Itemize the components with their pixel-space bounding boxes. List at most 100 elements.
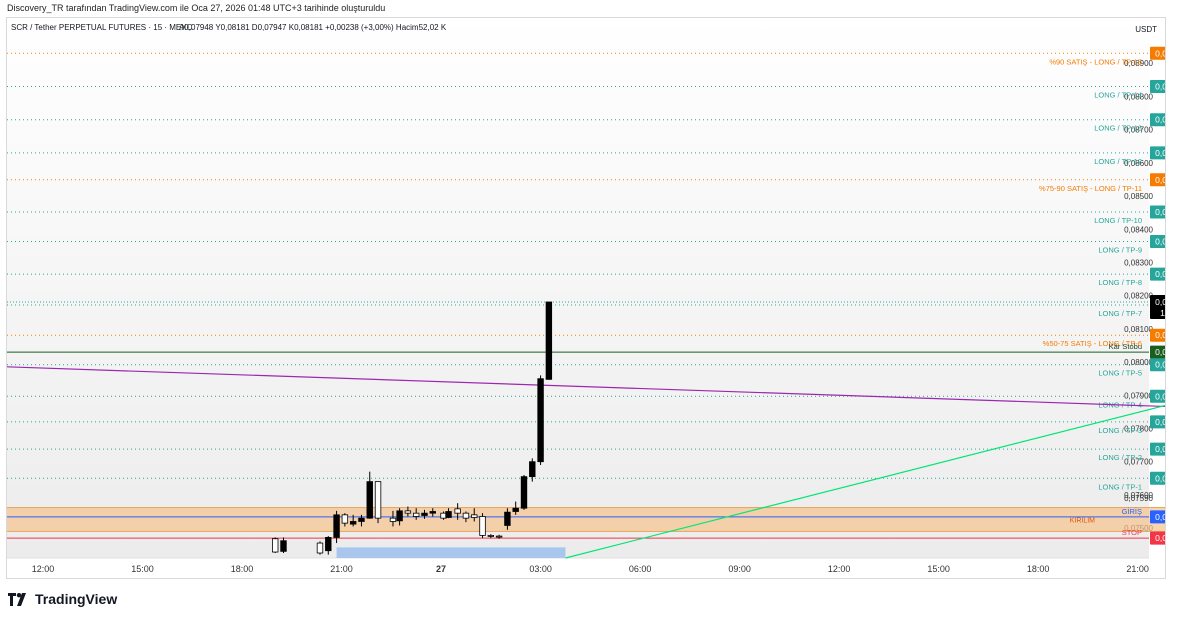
candle[interactable]	[358, 517, 365, 522]
price-badge-text: 0,07992	[1155, 360, 1165, 370]
candle[interactable]	[366, 481, 373, 519]
candle[interactable]	[374, 481, 382, 519]
price-badge-text: 0,08630	[1155, 148, 1165, 158]
y-tick-label: 0,08200	[1124, 292, 1153, 301]
price-badge-text: 0,07470	[1155, 533, 1165, 543]
candle[interactable]	[537, 378, 544, 463]
price-badge-text: 0,07534	[1155, 512, 1165, 522]
price-badge-text: 0,07650	[1155, 473, 1165, 483]
candle[interactable]	[520, 476, 528, 509]
price-badge-text: 0,08030	[1155, 347, 1165, 357]
candle[interactable]	[504, 511, 511, 526]
current-price-text: 0,08181	[1155, 297, 1165, 307]
candle[interactable]	[396, 510, 403, 522]
candle[interactable]	[404, 510, 412, 514]
tradingview-logo[interactable]: TradingView	[8, 591, 117, 607]
x-tick-label: 15:00	[131, 564, 154, 574]
candle[interactable]	[349, 521, 357, 525]
candle[interactable]	[412, 512, 420, 517]
candle[interactable]	[487, 535, 495, 537]
level-label: GİRİŞ	[1122, 507, 1142, 516]
level-label: %90 SATIŞ - LONG / TP-15	[1049, 57, 1142, 66]
candle[interactable]	[545, 301, 553, 380]
price-badge-text: 0,08452	[1155, 207, 1165, 217]
x-tick-label: 06:00	[629, 564, 652, 574]
price-badge	[1150, 345, 1165, 359]
price-badge	[1150, 358, 1165, 372]
price-badge	[1150, 46, 1165, 60]
y-tick-label: 0,07800	[1124, 425, 1153, 434]
level-label: LONG / TP-8	[1098, 278, 1142, 287]
price-badge	[1150, 389, 1165, 403]
bar-countdown: 11:35	[1160, 308, 1165, 318]
y-tick-label: 0,08300	[1124, 258, 1153, 267]
y-tick-label: 0,08600	[1124, 159, 1153, 168]
candle[interactable]	[495, 535, 503, 538]
x-tick-label: 15:00	[927, 564, 950, 574]
price-badge	[1150, 173, 1165, 187]
chart-title: SCR / Tether PERPETUAL FUTURES · 15 · ME…	[11, 23, 193, 32]
level-label: LONG / TP-12	[1094, 157, 1142, 166]
currency-label: USDT	[1135, 25, 1157, 34]
candle[interactable]	[389, 517, 397, 522]
ohlc-header: A0,07948 Y0,08181 D0,07947 K0,08181 +0,0…	[179, 23, 447, 32]
candle[interactable]	[280, 540, 287, 552]
price-badge	[1150, 415, 1165, 429]
candle[interactable]	[341, 514, 349, 524]
candle[interactable]	[421, 512, 428, 516]
price-badge-text: 0,08830	[1155, 81, 1165, 91]
price-badge	[1150, 267, 1165, 281]
price-badge	[1150, 146, 1165, 160]
level-label: LONG / TP-9	[1098, 246, 1142, 255]
price-badge-text: 0,07897	[1155, 391, 1165, 401]
candle[interactable]	[454, 508, 461, 514]
level-label: LONG / TP-14	[1094, 90, 1142, 99]
price-badge-text: 0,07820	[1155, 417, 1165, 427]
level-label: STOP	[1122, 528, 1142, 537]
x-tick-label: 09:00	[728, 564, 751, 574]
price-badge	[1150, 113, 1165, 127]
price-badge-text: 0,08930	[1155, 48, 1165, 58]
price-badge	[1150, 235, 1165, 249]
plot-background	[7, 18, 1149, 558]
x-tick-label: 27	[436, 564, 446, 574]
y-tick-label: 0,08900	[1124, 59, 1153, 68]
x-tick-label: 21:00	[1126, 564, 1149, 574]
level-label: LONG / TP-7	[1098, 309, 1142, 318]
y-tick-label: 0,08400	[1124, 225, 1153, 234]
candle[interactable]	[429, 511, 436, 514]
candle[interactable]	[462, 512, 470, 519]
y-tick-label: 0,08000	[1124, 358, 1153, 367]
x-tick-label: 21:00	[330, 564, 353, 574]
trendline-green[interactable]	[565, 402, 1165, 559]
candle[interactable]	[333, 514, 340, 538]
price-badge	[1150, 328, 1165, 342]
chart-container[interactable]: SCR / Tether PERPETUAL FUTURES · 15 · ME…	[6, 17, 1166, 579]
candle[interactable]	[316, 542, 324, 554]
price-chart[interactable]: SCR / Tether PERPETUAL FUTURES · 15 · ME…	[7, 18, 1165, 578]
candle[interactable]	[512, 507, 519, 512]
candle[interactable]	[529, 461, 536, 478]
candle[interactable]	[471, 514, 478, 518]
level-label: LONG / TP-2	[1098, 453, 1142, 462]
candle[interactable]	[445, 511, 452, 518]
level-label: LONG / TP-1	[1098, 482, 1142, 491]
y-tick-label: 0,07590	[1124, 494, 1153, 503]
price-badge-text: 0,07738	[1155, 444, 1165, 454]
price-badge-text: 0,08730	[1155, 115, 1165, 125]
trendline-purple[interactable]	[7, 366, 1165, 408]
blue-range-box[interactable]	[336, 547, 566, 558]
candle[interactable]	[325, 537, 332, 552]
price-badge-text: 0,08081	[1155, 330, 1165, 340]
chart-caption: Discovery_TR tarafından TradingView.com …	[7, 3, 386, 13]
candle[interactable]	[479, 516, 486, 536]
x-tick-label: 03:00	[529, 564, 552, 574]
y-tick-label: 0,08800	[1124, 92, 1153, 101]
level-label: LONG / TP-3	[1098, 426, 1142, 435]
price-badge	[1150, 442, 1165, 456]
candle[interactable]	[272, 538, 279, 553]
x-tick-label: 12:00	[32, 564, 55, 574]
price-badge-text: 0,08363	[1155, 237, 1165, 247]
kirilim-zone[interactable]	[7, 507, 1165, 532]
level-label: LONG / TP-13	[1094, 124, 1142, 133]
